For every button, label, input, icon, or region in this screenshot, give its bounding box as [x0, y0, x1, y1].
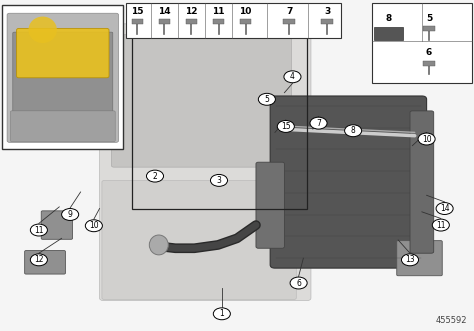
Text: 14: 14: [440, 204, 449, 213]
Text: 1: 1: [219, 309, 224, 318]
Text: 10: 10: [239, 7, 252, 16]
Bar: [186, 19, 197, 24]
Bar: [423, 26, 435, 31]
Ellipse shape: [28, 17, 57, 43]
FancyBboxPatch shape: [13, 32, 113, 138]
Bar: [2, 5, 123, 149]
Circle shape: [418, 133, 435, 145]
Text: 11: 11: [436, 220, 446, 230]
Text: 14: 14: [158, 7, 171, 16]
Bar: [423, 61, 435, 66]
Text: 10: 10: [422, 134, 431, 144]
FancyBboxPatch shape: [100, 24, 311, 301]
Text: 6: 6: [296, 278, 301, 288]
Circle shape: [258, 93, 275, 105]
Text: 7: 7: [286, 7, 292, 16]
Text: 5: 5: [426, 14, 432, 23]
Circle shape: [62, 209, 79, 220]
Ellipse shape: [149, 235, 168, 255]
Text: 15: 15: [131, 7, 144, 16]
Circle shape: [146, 170, 164, 182]
FancyBboxPatch shape: [25, 251, 65, 274]
Text: 455592: 455592: [436, 316, 467, 325]
Bar: [240, 19, 251, 24]
Text: 3: 3: [217, 176, 221, 185]
FancyBboxPatch shape: [10, 111, 115, 142]
Text: 6: 6: [426, 48, 432, 58]
Text: 11: 11: [34, 225, 44, 235]
Bar: [372, 3, 472, 83]
Text: 12: 12: [34, 255, 44, 264]
Text: 8: 8: [351, 126, 356, 135]
Text: 8: 8: [385, 14, 392, 23]
Circle shape: [213, 308, 230, 320]
Circle shape: [210, 174, 228, 186]
Circle shape: [277, 120, 294, 132]
Text: 7: 7: [316, 118, 321, 128]
Text: 9: 9: [68, 210, 73, 219]
Circle shape: [310, 117, 327, 129]
FancyBboxPatch shape: [102, 180, 296, 300]
Bar: [126, 3, 341, 38]
Circle shape: [432, 219, 449, 231]
FancyBboxPatch shape: [7, 13, 118, 142]
Circle shape: [85, 220, 102, 232]
FancyBboxPatch shape: [410, 111, 434, 253]
Text: 2: 2: [153, 171, 157, 181]
FancyBboxPatch shape: [17, 28, 109, 78]
Circle shape: [345, 125, 362, 137]
FancyBboxPatch shape: [397, 241, 442, 276]
FancyBboxPatch shape: [41, 211, 73, 239]
Circle shape: [30, 254, 47, 266]
Text: 4: 4: [290, 72, 295, 81]
Text: 12: 12: [185, 7, 198, 16]
Circle shape: [284, 71, 301, 83]
Bar: [321, 19, 333, 24]
Bar: [132, 19, 143, 24]
FancyBboxPatch shape: [256, 162, 284, 248]
FancyBboxPatch shape: [270, 96, 427, 268]
Bar: [283, 19, 295, 24]
Circle shape: [30, 224, 47, 236]
Text: 13: 13: [405, 255, 415, 264]
Circle shape: [290, 277, 307, 289]
Text: 10: 10: [89, 221, 99, 230]
Bar: [213, 19, 224, 24]
FancyBboxPatch shape: [111, 35, 292, 167]
Text: 15: 15: [281, 122, 291, 131]
Bar: [159, 19, 170, 24]
Text: 5: 5: [264, 95, 269, 104]
Bar: [132, 28, 307, 209]
Bar: [374, 27, 403, 40]
Text: 11: 11: [212, 7, 225, 16]
Text: 3: 3: [324, 7, 330, 16]
Circle shape: [436, 203, 453, 214]
Circle shape: [401, 254, 419, 266]
